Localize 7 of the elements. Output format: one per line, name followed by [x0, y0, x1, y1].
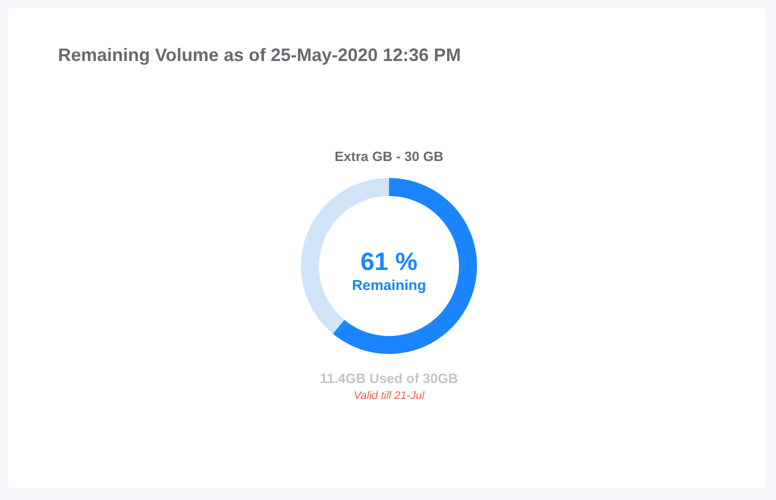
text: 11.4GB Used of 30GB: [320, 371, 458, 386]
chart-subtitle: Extra GB - 30 GB: [334, 149, 444, 164]
slice-label: Remaining: [352, 278, 426, 294]
text: Valid till 21-Jul: [354, 390, 425, 402]
data-label: 61 %: [360, 248, 418, 276]
donut-slice: [332, 178, 477, 354]
chart-title: Remaining Volume as of 25-May-2020 12:36 PM: [58, 45, 461, 65]
